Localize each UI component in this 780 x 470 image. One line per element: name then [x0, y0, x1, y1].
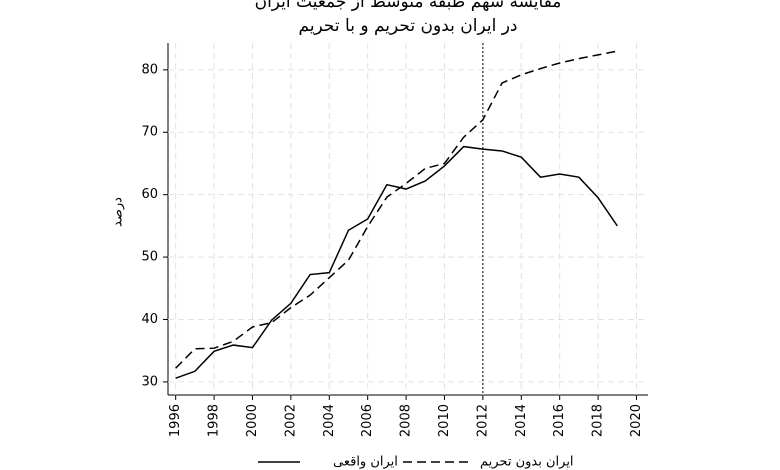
y-tick-label: 60 — [141, 187, 158, 202]
x-tick-label: 2006 — [360, 404, 375, 437]
legend-label: ایران بدون تحریم — [480, 455, 574, 470]
y-tick-label: 40 — [141, 312, 158, 327]
chart-title: مقایسه سهم طبقه متوسط از جمعیت ایران — [255, 0, 562, 12]
x-tick-label: 2004 — [322, 404, 337, 437]
y-tick-label: 70 — [141, 125, 158, 140]
x-tick-label: 2002 — [283, 404, 298, 437]
series-line — [175, 145, 618, 379]
x-tick-label: 2014 — [514, 404, 529, 437]
y-tick-label: 30 — [141, 374, 158, 389]
x-tick-label: 2018 — [591, 404, 606, 437]
x-tick-label: 2008 — [399, 404, 414, 437]
x-tick-label: 2000 — [245, 404, 260, 437]
x-tick-label: 2016 — [552, 404, 567, 437]
chart-subtitle: در ایران بدون تحریم و با تحریم — [299, 16, 518, 36]
legend-label: ایران واقعی — [333, 455, 398, 470]
x-tick-label: 2010 — [437, 404, 452, 437]
x-tick-label: 1996 — [168, 404, 183, 437]
series-line — [175, 50, 618, 369]
x-tick-label: 2020 — [629, 404, 644, 437]
y-tick-label: 80 — [141, 62, 158, 77]
x-tick-label: 1998 — [207, 404, 222, 437]
x-tick-label: 2012 — [475, 404, 490, 437]
y-axis-label: درصد — [111, 197, 126, 227]
y-tick-label: 50 — [141, 250, 158, 265]
